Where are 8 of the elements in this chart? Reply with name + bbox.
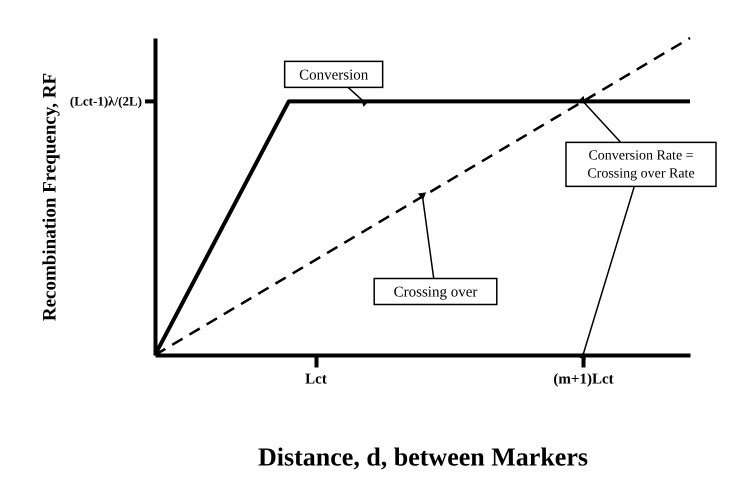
x-axis-title: Distance, d, between Markers — [258, 442, 588, 472]
y-axis-title: Recombination Frequency, RF — [40, 72, 60, 322]
series-label: Conversion — [299, 67, 369, 84]
x-tick-label: (m+1)Lct — [553, 372, 614, 388]
annotation: Conversion Rate = Crossing over Rate — [587, 148, 695, 182]
x-tick-label: Lct — [305, 372, 327, 388]
text: Crossing over — [394, 284, 478, 300]
text: (Lct-1)λ/(2L) — [70, 93, 142, 108]
